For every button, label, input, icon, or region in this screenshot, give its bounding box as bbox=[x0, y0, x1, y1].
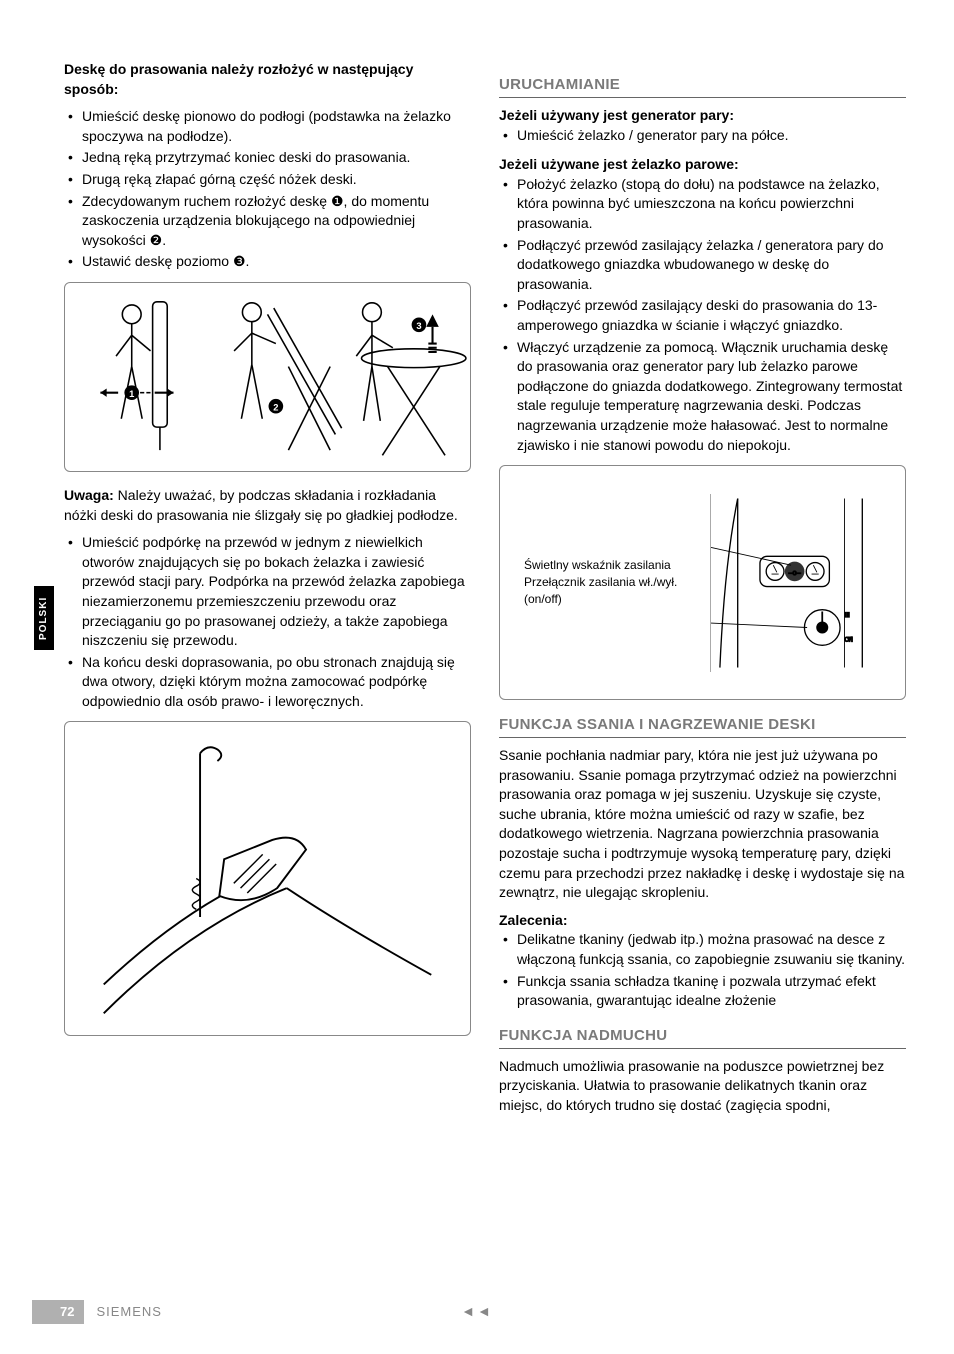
label-indicator: Świetlny wskaźnik zasilania bbox=[524, 557, 702, 574]
left-list-2: Umieścić podpórkę na przewód w jednym z … bbox=[64, 533, 471, 711]
left-column: Deskę do prasowania należy rozłożyć w na… bbox=[64, 60, 471, 1124]
list-item: Podłączyć przewód zasilający żelazka / g… bbox=[499, 236, 906, 295]
uwaga-text: Należy uważać, by podczas składania i ro… bbox=[64, 487, 458, 523]
sub-heading: Jeżeli używany jest generator pary: bbox=[499, 106, 906, 126]
svg-text:III: III bbox=[845, 611, 850, 618]
figure-diagram: –o– III O/I bbox=[710, 494, 889, 672]
sub-heading: Jeżeli używane jest żelazko parowe: bbox=[499, 155, 906, 175]
section-ssania: FUNKCJA SSANIA I NAGRZEWANIE DESKI bbox=[499, 714, 906, 738]
uwaga-label: Uwaga: bbox=[64, 487, 114, 503]
right-list-3: Delikatne tkaniny (jedwab itp.) można pr… bbox=[499, 930, 906, 1010]
svg-text:1: 1 bbox=[129, 388, 134, 399]
list-item: Podłączyć przewód zasilający deski do pr… bbox=[499, 296, 906, 335]
svg-text:–o–: –o– bbox=[789, 569, 801, 577]
list-item: Delikatne tkaniny (jedwab itp.) można pr… bbox=[499, 930, 906, 969]
left-heading: Deskę do prasowania należy rozłożyć w na… bbox=[64, 60, 471, 99]
svg-text:2: 2 bbox=[273, 401, 278, 412]
unfold-illustration: 1 bbox=[65, 283, 470, 471]
list-item: Włączyć urządzenie za pomocą. Włącznik u… bbox=[499, 338, 906, 456]
svg-text:3: 3 bbox=[416, 320, 421, 331]
figure-cord-holder bbox=[64, 721, 471, 1036]
page-number: 72 bbox=[32, 1300, 84, 1324]
right-column: URUCHAMIANIE Jeżeli używany jest generat… bbox=[499, 60, 906, 1124]
section-nadmuchu: FUNKCJA NADMUCHU bbox=[499, 1025, 906, 1049]
paragraph: Ssanie pochłania nadmiar pary, która nie… bbox=[499, 746, 906, 903]
list-item: Umieścić deskę pionowo do podłogi (podst… bbox=[64, 107, 471, 146]
brand-label: SIEMENS bbox=[96, 1303, 162, 1321]
list-item: Drugą ręką złapać górną część nóżek desk… bbox=[64, 170, 471, 190]
figure-labels: Świetlny wskaźnik zasilania Przełącznik … bbox=[516, 527, 710, 637]
list-item: Ustawić deskę poziomo ❸. bbox=[64, 252, 471, 272]
list-item: Umieścić żelazko / generator pary na pół… bbox=[499, 126, 906, 146]
figure-unfold-board: 1 bbox=[64, 282, 471, 472]
uwaga-paragraph: Uwaga: Należy uważać, by podczas składan… bbox=[64, 486, 471, 525]
cord-holder-illustration bbox=[77, 734, 458, 1023]
list-item: Zdecydowanym ruchem rozłożyć deskę ❶, do… bbox=[64, 192, 471, 251]
list-item: Położyć żelazko (stopą do dołu) na podst… bbox=[499, 175, 906, 234]
section-uruchamianie: URUCHAMIANIE bbox=[499, 74, 906, 98]
left-list-1: Umieścić deskę pionowo do podłogi (podst… bbox=[64, 107, 471, 272]
right-list-1: Umieścić żelazko / generator pary na pół… bbox=[499, 126, 906, 146]
list-item: Umieścić podpórkę na przewód w jednym z … bbox=[64, 533, 471, 651]
list-item: Na końcu deski doprasowania, po obu stro… bbox=[64, 653, 471, 712]
paragraph: Nadmuch umożliwia prasowanie na poduszce… bbox=[499, 1057, 906, 1116]
list-item: Funkcja ssania schładza tkaninę i pozwal… bbox=[499, 972, 906, 1011]
power-panel-svg: –o– III O/I bbox=[711, 494, 889, 672]
sub-heading: Zalecenia: bbox=[499, 911, 906, 931]
content-columns: Deskę do prasowania należy rozłożyć w na… bbox=[64, 60, 906, 1124]
list-item: Jedną ręką przytrzymać koniec deski do p… bbox=[64, 148, 471, 168]
figure-power-panel: Świetlny wskaźnik zasilania Przełącznik … bbox=[499, 465, 906, 700]
label-switch: Przełącznik zasilania wł./wył. (on/off) bbox=[524, 574, 702, 608]
nav-arrows-icon: ◄◄ bbox=[461, 1302, 493, 1322]
language-tab: POLSKI bbox=[34, 586, 54, 650]
right-list-2: Położyć żelazko (stopą do dołu) na podst… bbox=[499, 175, 906, 455]
